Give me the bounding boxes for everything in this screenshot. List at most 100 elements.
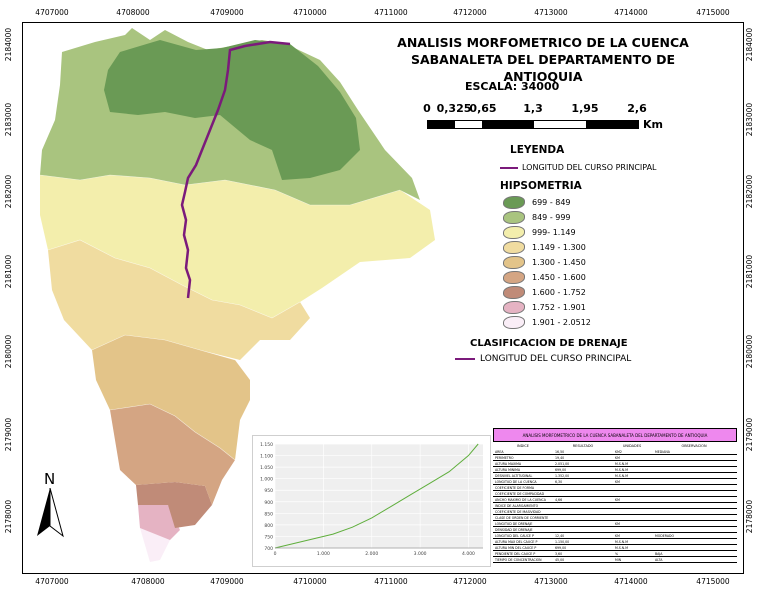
table-cell: DESNIVEL ALTITUDINAL — [495, 474, 533, 478]
table-cell: M.S.N.M — [615, 468, 628, 472]
table-cell: 45,00 — [555, 558, 565, 562]
table-header: RESULTADO — [572, 444, 594, 448]
table-cell: LONGITUD DE DRENAJE — [495, 522, 533, 526]
table-row: LONGITUD DE DRENAJE KM — [493, 522, 737, 527]
table-cell: MEDIANA — [655, 450, 670, 454]
scale-tick: 1,95 — [571, 102, 599, 115]
y-tick-label: 900 — [264, 500, 273, 506]
table-header: INDICE — [516, 444, 530, 448]
swatch-icon — [503, 286, 525, 299]
x-tick: 4712000 — [453, 577, 487, 586]
legend-item: 1.901 - 2.0512 — [503, 316, 591, 329]
table-cell: MIN — [615, 558, 622, 562]
swatch-icon — [503, 256, 525, 269]
legend-item: 699 - 849 — [503, 196, 571, 209]
table-cell: KM — [615, 456, 620, 460]
table-cell: 1.352,00 — [555, 474, 570, 478]
y-tick-label: 1.100 — [260, 454, 273, 460]
table-cell: 6,30 — [555, 480, 563, 484]
table-cell: 4,66 — [555, 498, 563, 502]
table-title: ANALISIS MORFOMETRICO DE LA CUENCA SABAN… — [493, 428, 737, 442]
table-cell: PERIMETRO — [495, 456, 514, 460]
table-cell: ALTA — [655, 558, 663, 562]
y-tick-label: 700 — [264, 546, 273, 552]
x-tick: 4709000 — [210, 8, 244, 17]
scale-tick: 0 — [423, 102, 431, 115]
plot-area — [275, 444, 483, 548]
table-cell: INDICE DE ALARGAMIENTO — [495, 504, 539, 508]
legend-drainage: LONGITUD DEL CURSO PRINCIPAL — [455, 354, 631, 364]
chart-svg: 700 750 800 850 900 950 1.000 1.050 1.100 1.150 0 1… — [260, 442, 483, 557]
table-cell: CLASE DE ORDEN DE CORRIENTE — [495, 516, 549, 520]
scale-tick: 2,6 — [627, 102, 647, 115]
table-cell: M.S.N.M — [615, 462, 628, 466]
x-tick: 4715000 — [696, 8, 730, 17]
table-cell: M.S.N.M — [615, 474, 628, 478]
legend-item: 1.600 - 1.752 — [503, 286, 586, 299]
main-river — [180, 40, 291, 299]
table-row: COEFICIENTE DE COMPACIDAD — [493, 492, 737, 497]
table-cell: 19,40 — [555, 456, 565, 460]
table-cell: COEFICIENTE DE FORMA — [495, 486, 535, 490]
hypsometric-curve — [274, 443, 479, 549]
drainage-title: CLASIFICACION DE DRENAJE — [470, 338, 628, 349]
x-tick: 4711000 — [374, 577, 408, 586]
table-cell: 3,60 — [555, 552, 563, 556]
river-line-icon — [500, 166, 518, 169]
table-row: DENSIDAD DE DRENAJE — [493, 528, 737, 533]
table-row: ALTURA MINIMA 699,00 M.S.N.M — [493, 468, 737, 473]
table-cell: 1.150,00 — [555, 540, 570, 544]
x-tick: 4715000 — [696, 577, 730, 586]
table-cell: KM — [615, 522, 620, 526]
y-tick-label: 750 — [264, 534, 273, 540]
table-cell: % — [615, 552, 619, 556]
legend-item: 1.450 - 1.600 — [503, 271, 586, 284]
table-row: DESNIVEL ALTITUDINAL 1.352,00 M.S.N.M — [493, 474, 737, 479]
y-tick-label: 1.150 — [260, 442, 273, 448]
x-tick-label: 0 — [274, 551, 277, 557]
table-cell: TIEMPO DE CONCENTRACION — [495, 558, 542, 562]
table-cell: 16,50 — [555, 450, 565, 454]
scale-unit: Km — [643, 118, 663, 131]
map-title: ANALISIS MORFOMETRICO DE LA CUENCA SABAN… — [383, 34, 703, 85]
swatch-icon — [503, 271, 525, 284]
north-arrow-icon — [37, 488, 64, 538]
table-cell: KM — [615, 498, 620, 502]
y-tick-label: 850 — [264, 511, 273, 517]
table-cell: M.S.N.M — [615, 546, 628, 550]
table-row: LONGITUD DE LA CUENCA 6,30 KM — [493, 480, 737, 485]
y-tick-label: 1.000 — [260, 477, 273, 483]
table-cell: ALTURA MINIMA — [495, 468, 521, 472]
x-tick: 4710000 — [293, 577, 327, 586]
x-tick-label: 3.000 — [414, 551, 427, 557]
legend-item: 849 - 999 — [503, 211, 571, 224]
table-cell: 699,00 — [555, 546, 567, 550]
hypso-zone-1149-1300 — [48, 240, 310, 360]
table-row: CLASE DE ORDEN DE CORRIENTE — [493, 516, 737, 521]
scale-bar — [427, 120, 639, 129]
table-cell: BAJA — [655, 552, 663, 556]
table-row: ALTURA MAXIMA 2.051,00 M.S.N.M — [493, 462, 737, 467]
x-tick: 4709000 — [210, 577, 244, 586]
x-tick: 4708000 — [131, 577, 165, 586]
table-row: COEFICIENTE DE FORMA — [493, 486, 737, 491]
table-row: PERIMETRO 19,40 KM — [493, 456, 737, 461]
legend-river: LONGITUD DEL CURSO PRINCIPAL — [500, 163, 657, 172]
table-cell: COEFICIENTE DE MASIVIDAD — [495, 510, 541, 514]
legend-river-label: LONGITUD DEL CURSO PRINCIPAL — [522, 163, 657, 172]
morphometric-table: ANALISIS MORFOMETRICO DE LA CUENCA SABAN… — [492, 427, 738, 565]
table-row: LONGITUD DEL CAUCE P 12,40 KM MODERADO — [493, 534, 737, 539]
table-header: OBSERVACION — [681, 444, 707, 448]
hypso-zone-999-1149 — [40, 175, 435, 318]
legend-item: 1.300 - 1.450 — [503, 256, 586, 269]
swatch-icon — [503, 226, 525, 239]
x-tick-label: 1.000 — [317, 551, 330, 557]
legend-item: 999- 1.149 — [503, 226, 576, 239]
x-tick-label: 4.000 — [462, 551, 475, 557]
table-row: COEFICIENTE DE MASIVIDAD — [493, 510, 737, 515]
north-arrow: N — [35, 470, 67, 538]
table-cell: ALTURA MAX DEL CAUCE P — [495, 540, 538, 544]
legend-title: LEYENDA — [510, 144, 565, 156]
table-cell: PENDIENTE DEL CAUCE P — [495, 552, 536, 556]
drainage-line-icon — [455, 357, 475, 361]
